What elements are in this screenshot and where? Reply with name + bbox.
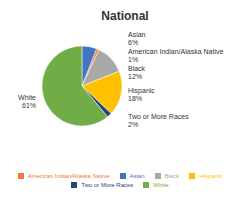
svg-text:American Indian/Alaska Native1: American Indian/Alaska Native1% [128, 48, 223, 63]
svg-text:Asian6%: Asian6% [128, 31, 146, 46]
html-text:Hispanic: Hispanic [199, 173, 223, 179]
svg-text:Hispanic18%: Hispanic18% [128, 87, 155, 102]
svg-text:Two or More Races2%: Two or More Races2% [128, 113, 189, 128]
html-text:White: White [153, 182, 169, 188]
html-text:Asian: Asian [129, 173, 145, 179]
html-text:National: National [101, 9, 149, 23]
html-text:Black: Black [164, 173, 180, 179]
svg-text:White61%: White61% [18, 94, 36, 109]
html-text:Two or More Races: Two or More Races [81, 182, 134, 188]
svg-text:Black12%: Black12% [128, 65, 146, 80]
html-text:American Indian/Alaska Native: American Indian/Alaska Native [27, 173, 110, 179]
